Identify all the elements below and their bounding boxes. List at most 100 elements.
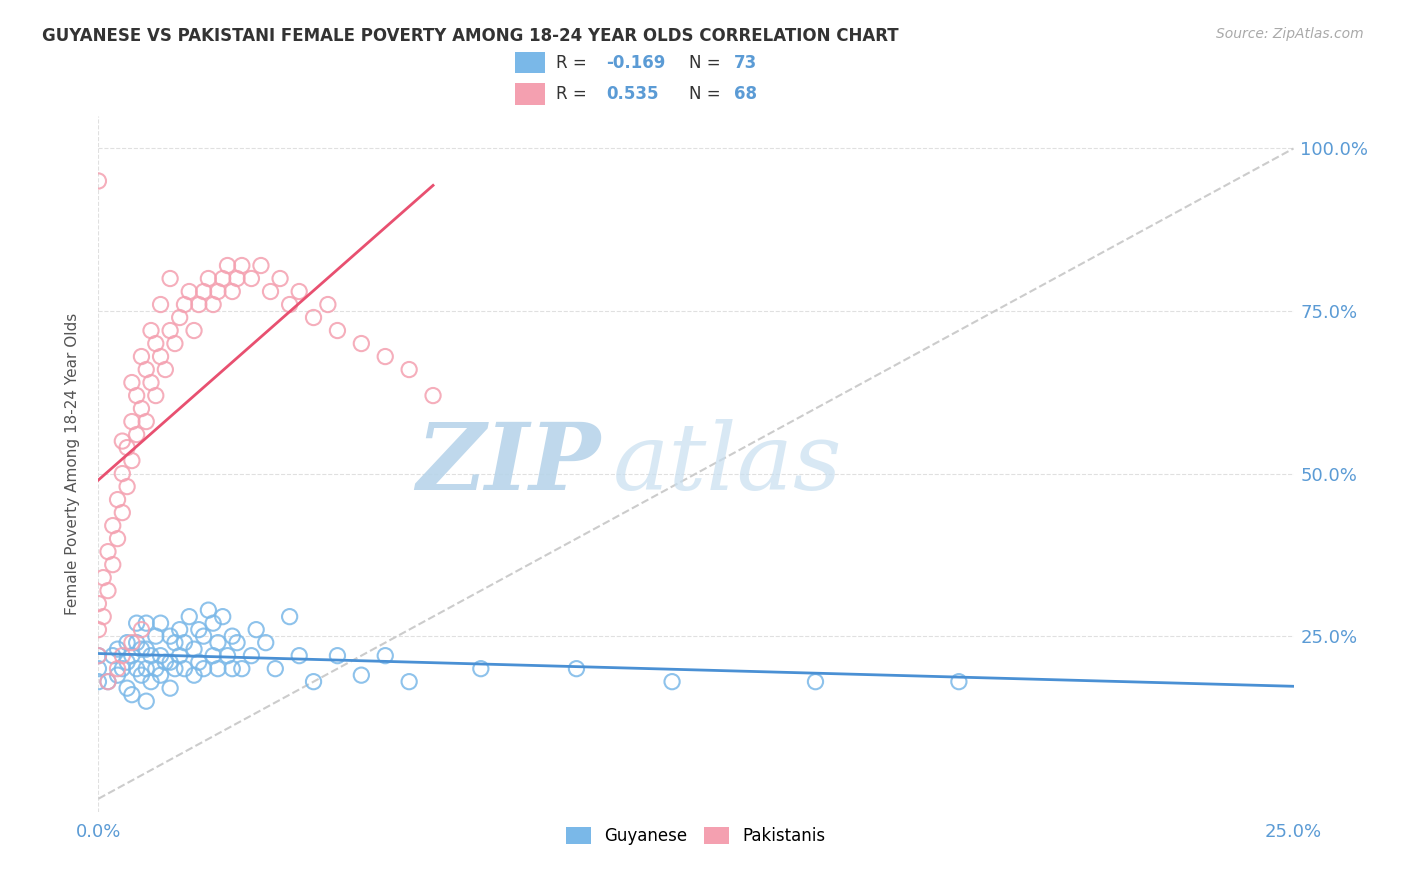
Point — [145, 662, 167, 676]
Point — [159, 629, 181, 643]
Point — [111, 662, 134, 676]
Point — [97, 674, 120, 689]
Point — [226, 635, 249, 649]
Point — [470, 662, 492, 676]
Point — [278, 297, 301, 311]
FancyBboxPatch shape — [515, 52, 544, 73]
Point — [187, 297, 209, 311]
Point — [269, 271, 291, 285]
Point — [398, 362, 420, 376]
Point — [231, 662, 253, 676]
Point — [121, 415, 143, 429]
Point — [111, 648, 134, 663]
Point — [111, 434, 134, 448]
Point — [245, 623, 267, 637]
Point — [115, 480, 138, 494]
Point — [231, 259, 253, 273]
Point — [302, 674, 325, 689]
Point — [169, 623, 191, 637]
Point — [125, 635, 148, 649]
Point — [264, 662, 287, 676]
Point — [131, 350, 153, 364]
Point — [131, 668, 153, 682]
Point — [87, 648, 110, 663]
Point — [163, 662, 186, 676]
Text: N =: N = — [689, 85, 725, 103]
Point — [139, 674, 162, 689]
Point — [107, 492, 129, 507]
Point — [316, 297, 339, 311]
Point — [121, 376, 143, 390]
Point — [155, 362, 177, 376]
Point — [254, 635, 277, 649]
Point — [97, 583, 120, 598]
Point — [197, 603, 219, 617]
Point — [207, 662, 229, 676]
Point — [202, 616, 225, 631]
Point — [211, 271, 233, 285]
Text: -0.169: -0.169 — [606, 54, 666, 71]
Point — [97, 544, 120, 558]
Point — [111, 467, 134, 481]
Point — [125, 388, 148, 402]
Point — [145, 388, 167, 402]
Point — [173, 297, 195, 311]
Point — [350, 668, 373, 682]
Point — [131, 401, 153, 416]
Point — [202, 648, 225, 663]
Point — [207, 285, 229, 299]
Point — [202, 297, 225, 311]
Point — [135, 662, 157, 676]
Point — [193, 629, 215, 643]
Point — [87, 662, 110, 676]
Point — [101, 648, 124, 663]
Point — [207, 635, 229, 649]
Point — [145, 336, 167, 351]
Text: Source: ZipAtlas.com: Source: ZipAtlas.com — [1216, 27, 1364, 41]
Point — [135, 616, 157, 631]
Text: atlas: atlas — [613, 419, 842, 508]
Text: N =: N = — [689, 54, 725, 71]
Point — [149, 297, 172, 311]
Point — [149, 616, 172, 631]
Text: 0.535: 0.535 — [606, 85, 659, 103]
Point — [193, 662, 215, 676]
Point — [121, 453, 143, 467]
Point — [302, 310, 325, 325]
Point — [87, 597, 110, 611]
Point — [101, 518, 124, 533]
Point — [135, 642, 157, 657]
Text: 73: 73 — [734, 54, 756, 71]
Point — [193, 285, 215, 299]
Text: R =: R = — [557, 85, 592, 103]
Point — [422, 388, 444, 402]
Point — [163, 635, 186, 649]
Point — [139, 324, 162, 338]
Point — [139, 376, 162, 390]
Point — [221, 662, 243, 676]
Point — [217, 648, 239, 663]
Point — [115, 441, 138, 455]
Point — [163, 336, 186, 351]
Point — [131, 623, 153, 637]
Point — [87, 674, 110, 689]
Point — [278, 609, 301, 624]
Point — [183, 668, 205, 682]
Point — [135, 694, 157, 708]
Point — [217, 259, 239, 273]
Point — [187, 623, 209, 637]
Point — [187, 655, 209, 669]
Point — [107, 662, 129, 676]
Point — [87, 623, 110, 637]
Point — [179, 285, 201, 299]
Point — [211, 609, 233, 624]
Point — [179, 609, 201, 624]
Point — [111, 506, 134, 520]
Point — [661, 674, 683, 689]
Point — [159, 271, 181, 285]
Legend: Guyanese, Pakistanis: Guyanese, Pakistanis — [560, 821, 832, 852]
Point — [183, 642, 205, 657]
Point — [197, 271, 219, 285]
Point — [149, 350, 172, 364]
Point — [288, 648, 311, 663]
